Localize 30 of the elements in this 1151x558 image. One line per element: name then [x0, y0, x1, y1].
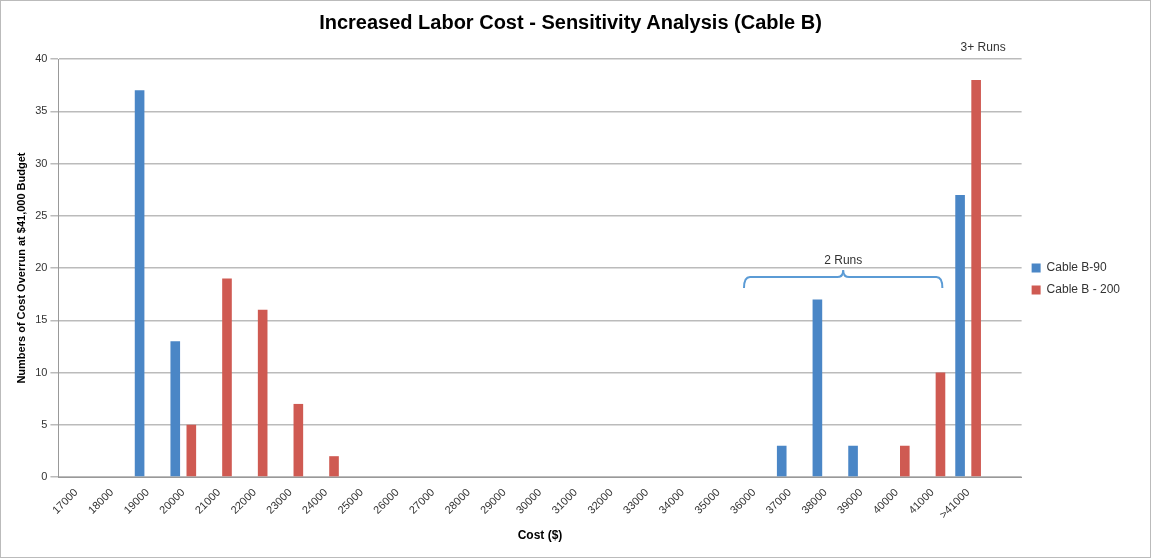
y-tick-label: 35 [35, 104, 48, 117]
bar [955, 194, 965, 477]
bar [170, 341, 181, 477]
y-axis-title: Numbers of Cost Overrun at $41,000 Budget [14, 152, 27, 384]
bar [186, 424, 197, 477]
y-tick-label: 5 [41, 417, 48, 430]
bar [971, 79, 981, 477]
y-tick-label: 30 [35, 156, 48, 169]
bar [293, 403, 304, 477]
bar [134, 90, 145, 477]
y-tick-label: 20 [35, 261, 48, 274]
bar [848, 445, 858, 477]
bar [776, 445, 787, 477]
y-tick-label: 40 [35, 52, 48, 65]
annotation: 2 Runs [824, 252, 863, 267]
y-tick-label: 25 [35, 208, 48, 221]
bar [899, 445, 910, 477]
bar [935, 372, 946, 477]
y-tick-label: 10 [35, 365, 48, 378]
bar [222, 278, 232, 477]
y-tick-label: 15 [35, 313, 48, 326]
bar [812, 299, 823, 477]
chart-title: Increased Labor Cost - Sensitivity Analysis (Cable B) [319, 10, 822, 33]
y-tick-label: 0 [41, 470, 48, 483]
legend-label: Cable B-90 [1046, 260, 1107, 275]
legend-label: Cable B - 200 [1046, 282, 1121, 297]
bar [257, 309, 268, 477]
x-axis-title: Cost ($) [517, 528, 563, 543]
text: 3+ Runs [960, 40, 1006, 54]
bar [329, 456, 339, 477]
